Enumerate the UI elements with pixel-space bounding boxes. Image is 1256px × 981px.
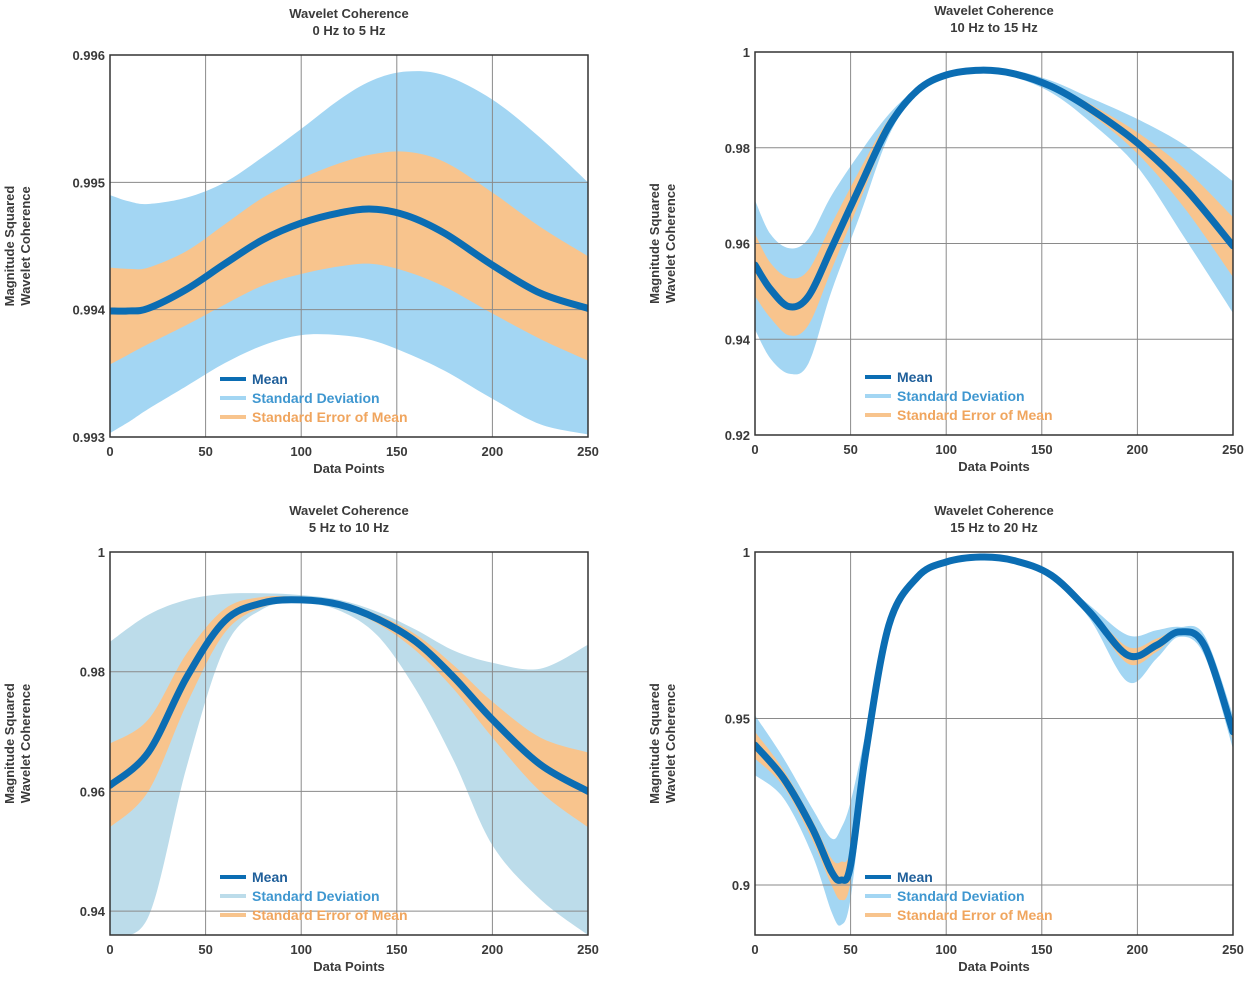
legend: Mean Standard Deviation Standard Error of … xyxy=(220,869,408,923)
x-tick-label: 200 xyxy=(482,444,504,459)
y-tick-label: 0.94 xyxy=(80,904,106,919)
grid xyxy=(110,55,588,437)
y-tick-label: 0.994 xyxy=(72,303,105,318)
y-tick-label: 0.98 xyxy=(80,665,105,680)
x-tick-label: 150 xyxy=(386,444,408,459)
chart-subtitle: 5 Hz to 10 Hz xyxy=(309,520,390,535)
y-axis-label-line-1: Magnitude Squared xyxy=(2,683,17,804)
x-axis-label: Data Points xyxy=(958,959,1030,974)
plot-frame xyxy=(109,54,589,438)
x-tick-label: 150 xyxy=(1031,942,1053,957)
sem-band xyxy=(110,151,588,365)
y-tick-label: 1 xyxy=(743,545,750,560)
y-axis-label-line-2: Wavelet Coherence xyxy=(18,684,33,803)
plot-frame xyxy=(754,551,1234,936)
y-axis-label-line-1: Magnitude Squared xyxy=(647,183,662,304)
mean-line xyxy=(755,553,1233,884)
legend-mean-label: Mean xyxy=(252,869,288,885)
chart-title: Wavelet Coherence xyxy=(289,6,408,21)
x-tick-label: 100 xyxy=(935,442,957,457)
std-band xyxy=(755,556,1233,926)
legend-standard-deviation-label: Standard Deviation xyxy=(252,390,380,406)
y-tick-label: 0.993 xyxy=(72,430,105,445)
std-band xyxy=(755,68,1233,375)
y-tick-label: 0.92 xyxy=(725,428,750,443)
chart-subtitle: 0 Hz to 5 Hz xyxy=(313,23,386,38)
x-tick-label: 0 xyxy=(106,942,113,957)
y-axis-label-line-2: Wavelet Coherence xyxy=(18,186,33,305)
chart-title: Wavelet Coherence xyxy=(289,503,408,518)
chart-title: Wavelet Coherence xyxy=(934,3,1053,18)
x-tick-label: 150 xyxy=(386,942,408,957)
y-tick-label: 0.96 xyxy=(80,784,105,799)
x-tick-label: 200 xyxy=(482,942,504,957)
y-tick-label: 0.94 xyxy=(725,332,751,347)
y-axis-label-line-1: Magnitude Squared xyxy=(647,683,662,804)
chart-panel-0-to-5-hz: Wavelet Coherence 0 Hz to 5 Hz 0 50 100 150 20… xyxy=(2,6,599,476)
x-axis-label: Data Points xyxy=(958,459,1030,474)
mean-line xyxy=(755,66,1233,311)
legend-standard-error-label: Standard Error of Mean xyxy=(252,409,408,425)
chart-panel-5-to-10-hz: Wavelet Coherence 5 Hz to 10 Hz 0 50 100 150 2… xyxy=(2,503,599,974)
x-axis-label: Data Points xyxy=(313,959,385,974)
y-tick-label: 0.98 xyxy=(725,141,750,156)
legend-mean-label: Mean xyxy=(897,869,933,885)
y-tick-label: 1 xyxy=(743,45,750,60)
legend-standard-error-label: Standard Error of Mean xyxy=(252,907,408,923)
legend-mean-label: Mean xyxy=(252,371,288,387)
legend: Mean Standard Deviation Standard Error of … xyxy=(220,371,408,425)
y-tick-label: 0.995 xyxy=(72,175,105,190)
chart-panel-10-to-15-hz: Wavelet Coherence 10 Hz to 15 Hz 0 50 100 150… xyxy=(647,3,1244,474)
x-tick-label: 150 xyxy=(1031,442,1053,457)
x-tick-label: 0 xyxy=(751,942,758,957)
plot-area xyxy=(755,68,1233,375)
mean-line xyxy=(110,596,588,795)
x-tick-label: 200 xyxy=(1127,942,1149,957)
legend-mean-label: Mean xyxy=(897,369,933,385)
mean-line xyxy=(110,205,588,315)
legend-standard-deviation-label: Standard Deviation xyxy=(897,388,1025,404)
y-tick-label: 0.95 xyxy=(725,712,750,727)
grid xyxy=(755,52,1233,435)
x-tick-label: 50 xyxy=(198,942,212,957)
y-tick-label: 0.9 xyxy=(732,878,750,893)
plot-area xyxy=(110,71,588,435)
y-tick-label: 1 xyxy=(98,545,105,560)
y-axis-label-line-2: Wavelet Coherence xyxy=(663,184,678,303)
x-tick-label: 250 xyxy=(1222,942,1244,957)
legend-standard-error-label: Standard Error of Mean xyxy=(897,907,1053,923)
legend-standard-error-label: Standard Error of Mean xyxy=(897,407,1053,423)
y-axis-label-line-2: Wavelet Coherence xyxy=(663,684,678,803)
chart-title: Wavelet Coherence xyxy=(934,503,1053,518)
y-tick-label: 0.996 xyxy=(72,48,105,63)
chart-subtitle: 10 Hz to 15 Hz xyxy=(950,20,1038,35)
legend: Mean Standard Deviation Standard Error of … xyxy=(865,369,1053,423)
plot-frame xyxy=(109,551,589,936)
plot-area xyxy=(755,556,1233,926)
legend-standard-deviation-label: Standard Deviation xyxy=(252,888,380,904)
legend: Mean Standard Deviation Standard Error of … xyxy=(865,869,1053,923)
x-tick-label: 250 xyxy=(577,942,599,957)
x-tick-label: 50 xyxy=(843,942,857,957)
x-tick-label: 100 xyxy=(290,942,312,957)
std-band xyxy=(110,593,588,935)
y-axis-label-line-1: Magnitude Squared xyxy=(2,186,17,307)
x-tick-label: 250 xyxy=(1222,442,1244,457)
x-tick-label: 100 xyxy=(935,942,957,957)
plot-frame xyxy=(754,51,1234,436)
x-tick-label: 50 xyxy=(843,442,857,457)
y-tick-label: 0.96 xyxy=(725,237,750,252)
x-tick-label: 250 xyxy=(577,444,599,459)
plot-area xyxy=(110,593,588,935)
x-tick-label: 100 xyxy=(290,444,312,459)
x-tick-label: 0 xyxy=(106,444,113,459)
x-axis-label: Data Points xyxy=(313,461,385,476)
legend-standard-deviation-label: Standard Deviation xyxy=(897,888,1025,904)
x-tick-label: 50 xyxy=(198,444,212,459)
chart-panel-15-to-20-hz: Wavelet Coherence 15 Hz to 20 Hz 0 50 100 150… xyxy=(647,503,1244,974)
x-tick-label: 0 xyxy=(751,442,758,457)
chart-subtitle: 15 Hz to 20 Hz xyxy=(950,520,1038,535)
x-tick-label: 200 xyxy=(1127,442,1149,457)
